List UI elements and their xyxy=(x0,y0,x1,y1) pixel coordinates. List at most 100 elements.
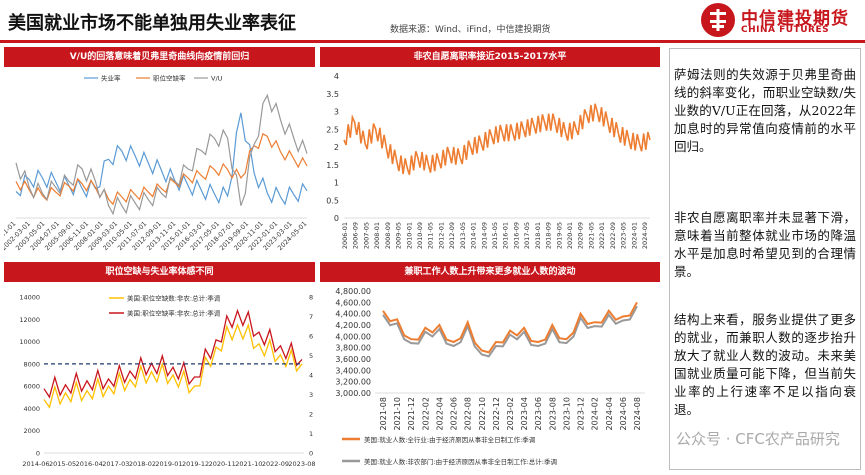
x-tick-label: 2019-01 xyxy=(155,460,182,468)
x-tick-label: 2014-09 xyxy=(480,222,488,249)
x-tick-label: 2011-05 xyxy=(427,222,435,249)
y-tick-label: 3,800.00 xyxy=(335,344,371,353)
y-tick-label: 10000 xyxy=(19,338,40,346)
x-tick-label: 2015-05 xyxy=(49,460,76,468)
series-line-2 xyxy=(15,132,308,206)
panel-title-quit-rate: 非农自愿离职率接近2015-2017水平 xyxy=(320,47,660,67)
x-tick-label: 2023-04 xyxy=(520,397,529,430)
y-tick-label: 4,000.00 xyxy=(335,332,371,341)
y2-tick-label: 6 xyxy=(309,333,313,341)
y2-tick-label: 0 xyxy=(309,450,313,458)
x-tick-label: 2024-08 xyxy=(633,397,642,430)
x-tick-label: 2023-05 xyxy=(620,222,628,249)
x-tick-label: 2022-02 xyxy=(421,397,430,430)
y-tick-label: 4000 xyxy=(23,405,40,413)
job-openings-line xyxy=(43,322,303,409)
x-tick-label: 2012-01 xyxy=(437,222,445,249)
x-tick-label: 2022-08 xyxy=(464,397,473,430)
y-tick-label: 2000 xyxy=(23,427,40,435)
page-title: 美国就业市场不能单独用失业率表征 xyxy=(8,13,296,34)
x-tick-label: 2023-08 xyxy=(548,397,557,430)
x-tick-label: 2017-03 xyxy=(102,460,129,468)
legend-label: 职位空缺率 xyxy=(153,74,186,83)
commentary-paragraph-1: 萨姆法则的失效源于贝弗里奇曲线的斜率变化，而职业空缺数/失业数的V/U正在回落，… xyxy=(674,67,856,154)
y-tick-label: 0 xyxy=(334,214,339,223)
x-tick-label: 2013-05 xyxy=(459,222,467,249)
y-tick-label: 4 xyxy=(334,72,339,81)
y-tick-label: 3,400.00 xyxy=(335,366,371,375)
x-tick-label: 2018-02 xyxy=(129,460,156,468)
x-tick-label: 2023-12 xyxy=(577,397,586,430)
y-tick-label: 2.5 xyxy=(326,125,339,134)
x-tick-label: 2010-01 xyxy=(405,222,413,249)
legend-label: 美国:就业人数:非农部门:由于经济原因从事非全日制工作:总计:季调 xyxy=(364,457,557,466)
chart-beveridge: 2001-01-012002-03-012003-05-012004-07-01… xyxy=(4,74,308,253)
header-rule xyxy=(0,40,865,43)
legend-label: 美国:就业人数:全行业:由于经济原因从事非全日制工作:季调 xyxy=(364,435,535,444)
x-tick-label: 2012-09 xyxy=(448,222,456,249)
y-tick-label: 4,200.00 xyxy=(335,321,371,330)
part-time-line-1 xyxy=(382,305,638,358)
x-tick-label: 2022-06 xyxy=(450,397,459,430)
logo-text-cn: 中信建投期货 xyxy=(741,9,849,29)
x-tick-label: 2016-09 xyxy=(512,222,520,249)
panel-title-job-openings: 职位空缺与失业率体感不同 xyxy=(4,262,315,282)
y2-tick-label: 2 xyxy=(309,411,313,419)
x-tick-label: 2023-06 xyxy=(534,397,543,430)
y-tick-label: 0 xyxy=(36,450,40,458)
legend-label: V/U xyxy=(211,75,223,83)
x-tick-label: 2020-09 xyxy=(577,222,585,249)
x-tick-label: 2021-12 xyxy=(407,397,416,430)
y-tick-label: 3,200.00 xyxy=(335,378,371,387)
chart-job-openings: 0 2000 4000 6000 8000 10000 12000 14000 0 1 2 3 4 5 6 7… xyxy=(19,294,315,469)
x-tick-label: 2022-01 xyxy=(598,222,606,249)
x-tick-label: 2009-05 xyxy=(395,222,403,249)
panel-title-beveridge: V/U的回落意味着贝弗里奇曲线向疫情前回归 xyxy=(4,47,315,67)
x-tick-label: 2021-08 xyxy=(379,397,388,430)
commentary-paragraph-2: 非农自愿离职率并未显著下滑，意味着当前整体就业市场的降温水平是加息时希望见到的合… xyxy=(674,210,856,279)
series-line-1 xyxy=(15,112,308,206)
x-tick-label: 2014-01 xyxy=(470,222,478,249)
y2-tick-label: 4 xyxy=(309,372,313,380)
y2-tick-label: 3 xyxy=(309,391,313,399)
x-tick-label: 2022-09 xyxy=(609,222,617,249)
x-tick-label: 2008-01 xyxy=(373,222,381,249)
x-tick-label: 2016-04 xyxy=(76,460,103,468)
y-tick-label: 12000 xyxy=(19,316,40,324)
y-tick-label: 3 xyxy=(334,108,339,117)
x-tick-label: 2024-04 xyxy=(605,397,614,430)
x-tick-label: 2018-01 xyxy=(534,222,542,249)
commentary-paragraph-3: 结构上来看，服务业提供了更多的就业，而兼职人数的逐步抬升放大了就业人数的波动。未… xyxy=(674,312,856,417)
y-tick-label: 3,600.00 xyxy=(335,355,371,364)
x-tick-label: 2017-05 xyxy=(523,222,531,249)
part-time-line-2 xyxy=(382,301,638,354)
y2-tick-label: 8 xyxy=(309,294,313,302)
x-tick-label: 2022-09 xyxy=(262,460,289,468)
x-tick-label: 2021-10 xyxy=(235,460,262,468)
x-tick-label: 2020-11 xyxy=(209,460,236,468)
logo-icon xyxy=(701,3,735,37)
series-line-3 xyxy=(15,93,308,216)
job-openings-rate-line xyxy=(43,308,303,399)
x-tick-label: 2022-04 xyxy=(435,397,444,430)
commentary-box xyxy=(669,48,861,470)
y-tick-label: 6000 xyxy=(23,383,40,391)
y-tick-label: 4,400.00 xyxy=(335,310,371,319)
y-tick-label: 0.5 xyxy=(326,196,339,205)
y2-tick-label: 5 xyxy=(309,352,313,360)
x-tick-label: 2024-02 xyxy=(591,397,600,430)
panel-title-part-time: 兼职工作人数上升带来更多就业人数的波动 xyxy=(320,262,660,282)
watermark: 公众号 · CFC农产品研究 xyxy=(676,430,840,448)
x-tick-label: 2021-10 xyxy=(393,397,402,430)
x-tick-label: 2006-01 xyxy=(341,222,349,249)
y-tick-label: 3,000.00 xyxy=(335,389,371,398)
x-tick-label: 2014-06 xyxy=(22,460,49,468)
chart-part-time: 3,000.00 3,200.00 3,400.00 3,600.00 3,800.00… xyxy=(335,287,645,466)
legend-label: 美国:职位空缺率:非农:总计:季调 xyxy=(127,309,220,318)
x-tick-label: 2016-01 xyxy=(502,222,510,249)
x-tick-label: 2006-09 xyxy=(352,222,360,249)
y-tick-label: 2 xyxy=(334,143,339,152)
x-tick-label: 2015-05 xyxy=(491,222,499,249)
y-tick-label: 8000 xyxy=(23,360,40,368)
